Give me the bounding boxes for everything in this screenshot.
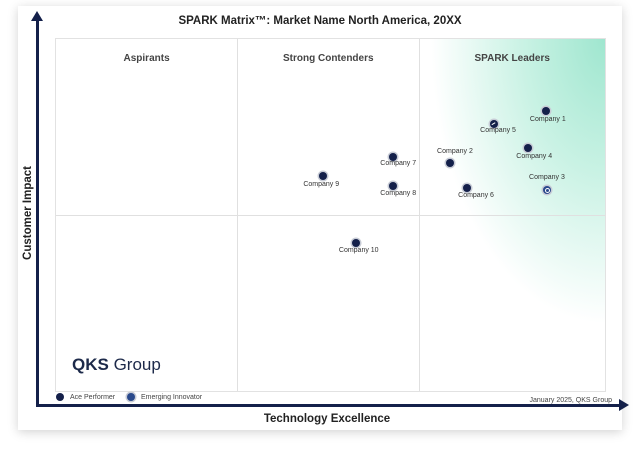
company-marker [524, 144, 533, 153]
company-label: Company 9 [303, 180, 340, 188]
company-label: Company 10 [338, 246, 379, 254]
company-marker [351, 238, 360, 247]
company-marker [490, 119, 499, 128]
company-label: Company 7 [380, 159, 417, 167]
company-marker [541, 106, 550, 115]
ace-performer-icon [56, 393, 64, 401]
quadrant-label-leaders: SPARK Leaders [474, 53, 550, 64]
company-label: Company 2 [437, 147, 473, 155]
credit: January 2025, QKS Group [529, 397, 613, 404]
company-marker [445, 158, 454, 167]
company-label: Company 3 [529, 174, 565, 182]
legend-ace: Ace Performer [56, 393, 115, 401]
qks-logo: QKS Group [72, 355, 161, 374]
company-label: Company 6 [458, 192, 494, 200]
emerging-innovator-icon [127, 393, 135, 401]
legend-emerging: Emerging Innovator [127, 393, 202, 401]
company-marker [319, 171, 328, 180]
x-axis-label: Technology Excellence [263, 413, 391, 425]
company-marker [389, 181, 398, 190]
legend-ace-label: Ace Performer [70, 393, 116, 401]
chart-title: SPARK Matrix™: Market Name North America… [178, 15, 462, 27]
legend-emerging-label: Emerging Innovator [141, 393, 203, 401]
horizontal-divider [56, 215, 605, 216]
company-label: Company 8 [380, 189, 417, 197]
x-axis [36, 404, 620, 407]
y-axis-label: Customer Impact [22, 166, 34, 260]
y-axis-arrow-icon [31, 11, 43, 21]
company-label: Company 4 [516, 153, 553, 161]
plot-area: Aspirants Strong Contenders SPARK Leader… [55, 38, 606, 392]
quadrant-label-strong-contenders: Strong Contenders [283, 53, 374, 64]
company-marker [463, 184, 472, 193]
quadrant-label-aspirants: Aspirants [123, 53, 170, 64]
company-marker [542, 186, 551, 195]
y-axis [36, 18, 39, 406]
company-label: Company 5 [480, 126, 516, 134]
company-label: Company 1 [529, 115, 566, 123]
company-marker [389, 152, 398, 161]
x-axis-arrow-icon [619, 399, 629, 411]
